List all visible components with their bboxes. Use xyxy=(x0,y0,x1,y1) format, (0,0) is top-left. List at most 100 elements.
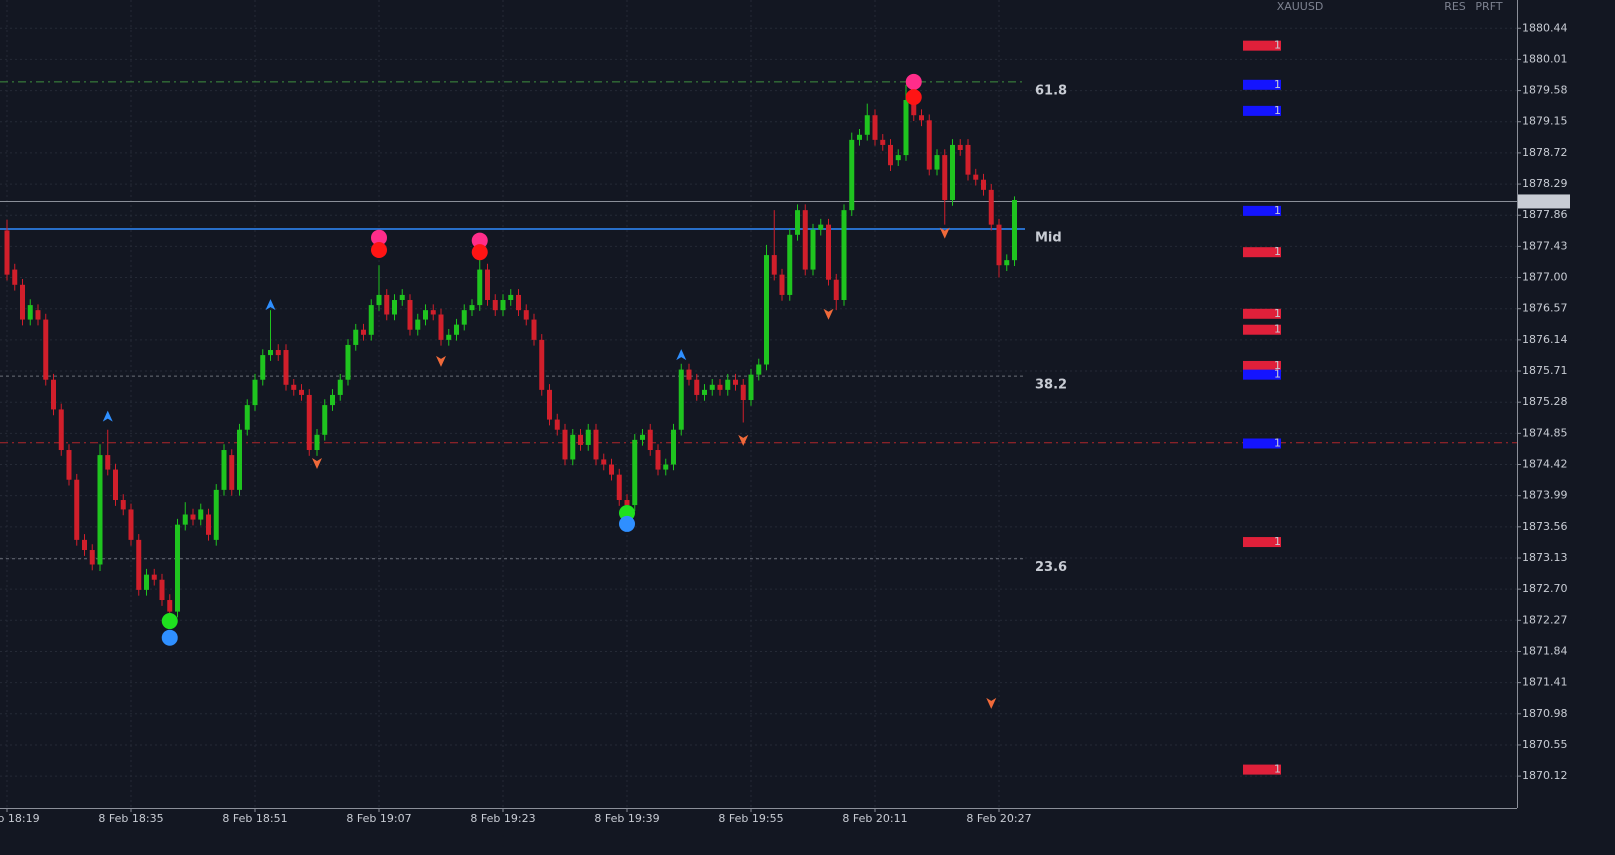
candle-body xyxy=(20,284,25,320)
x-tick-label: 8 Feb 19:23 xyxy=(470,812,535,825)
level-label: 61.8 xyxy=(1035,83,1067,98)
signal-arrow-down xyxy=(986,697,997,709)
level-box-label: 1 xyxy=(1274,323,1281,336)
candle-body xyxy=(663,464,669,470)
candle-body xyxy=(919,115,924,121)
candle-body xyxy=(430,310,436,315)
signal-circle xyxy=(371,229,387,246)
x-tick-label: 8 Feb 19:55 xyxy=(718,812,783,825)
y-tick-label: 1879.15 xyxy=(1522,115,1568,128)
level-box-label: 1 xyxy=(1274,535,1281,548)
candle-body xyxy=(1004,260,1010,266)
candle-body xyxy=(4,230,10,275)
candle-body xyxy=(988,189,994,225)
level-label: 23.6 xyxy=(1035,560,1067,575)
y-tick-label: 1878.72 xyxy=(1522,146,1568,159)
candle-body xyxy=(27,305,33,320)
candle-body xyxy=(547,389,552,420)
candle-body xyxy=(438,314,444,340)
level-box xyxy=(1243,205,1281,216)
signal-circle xyxy=(371,242,387,259)
signal-arrow-down xyxy=(738,434,749,446)
candle-body xyxy=(647,429,653,451)
candle-body xyxy=(167,600,173,612)
candle-body xyxy=(640,434,645,440)
candle-body xyxy=(74,479,80,540)
candle-body xyxy=(624,500,630,506)
x-tick-label: 8 Feb 19:39 xyxy=(594,812,659,825)
candle-body xyxy=(934,155,940,170)
y-tick-label: 1875.28 xyxy=(1522,395,1568,408)
level-box xyxy=(1243,105,1281,116)
candle-body xyxy=(97,455,103,565)
y-tick-label: 1877.43 xyxy=(1522,239,1568,252)
candle-body xyxy=(609,464,614,475)
candle-body xyxy=(353,329,359,345)
candle-body xyxy=(973,174,979,180)
x-tick-label: 8 Feb 18:35 xyxy=(98,812,163,825)
candle-body xyxy=(291,384,297,390)
candle-body xyxy=(950,144,955,201)
signal-arrow-up xyxy=(676,349,687,361)
y-tick-label: 1870.12 xyxy=(1522,769,1568,782)
candle-body xyxy=(175,524,180,612)
candle-body xyxy=(632,439,638,506)
y-tick-label: 1878.29 xyxy=(1522,177,1568,190)
candle-body xyxy=(113,469,118,501)
candle-body xyxy=(345,344,351,380)
candle-body xyxy=(159,579,165,601)
level-box xyxy=(1243,308,1281,319)
candle-body xyxy=(717,384,723,390)
y-tick-label: 1875.71 xyxy=(1522,364,1568,377)
candle-body xyxy=(880,139,886,145)
candle-body xyxy=(1012,200,1017,261)
candle-body xyxy=(144,574,149,590)
candle-body xyxy=(252,379,258,406)
candle-body xyxy=(399,294,405,301)
level-box-label: 1 xyxy=(1274,39,1281,52)
candle-body xyxy=(965,144,971,175)
candle-body xyxy=(764,255,769,365)
candle-body xyxy=(206,514,211,535)
y-tick-label: 1870.55 xyxy=(1522,738,1568,751)
candle-body xyxy=(260,355,266,380)
candle-body xyxy=(864,115,870,135)
candle-body xyxy=(826,224,831,280)
candle-body xyxy=(151,574,157,580)
candle-body xyxy=(268,350,273,356)
signal-circle xyxy=(905,89,922,106)
candle-body xyxy=(779,274,785,295)
y-tick-label: 1872.70 xyxy=(1522,582,1568,595)
candle-body xyxy=(740,384,746,401)
candle-body xyxy=(12,269,18,285)
candle-body xyxy=(733,379,738,385)
current-price-label: 1878.05 xyxy=(1521,194,1567,207)
candle-body xyxy=(802,210,808,270)
candle-body xyxy=(221,450,227,490)
current-price-tag xyxy=(1518,194,1570,209)
candle-body xyxy=(942,155,948,201)
candle-body xyxy=(66,450,72,480)
level-box-label: 1 xyxy=(1274,245,1281,258)
candle-body xyxy=(531,319,537,340)
signal-circle xyxy=(619,515,635,532)
candle-body xyxy=(616,474,622,501)
level-label: Mid xyxy=(1035,230,1062,245)
level-box-label: 1 xyxy=(1274,204,1281,217)
candle-body xyxy=(787,234,793,295)
candle-body xyxy=(709,384,715,390)
candle-body xyxy=(446,334,452,340)
candle-body xyxy=(585,429,591,445)
candle-body xyxy=(694,379,700,395)
candle-body xyxy=(593,429,599,460)
y-tick-label: 1871.41 xyxy=(1522,676,1568,689)
candle-body xyxy=(957,144,963,151)
symbol: XAUUSD xyxy=(1277,0,1324,13)
level-box-label: 1 xyxy=(1274,763,1281,776)
y-tick-label: 1880.01 xyxy=(1522,52,1568,65)
candle-body xyxy=(562,429,568,460)
signal-circle xyxy=(471,232,488,249)
level-box-label: 1 xyxy=(1274,78,1281,91)
